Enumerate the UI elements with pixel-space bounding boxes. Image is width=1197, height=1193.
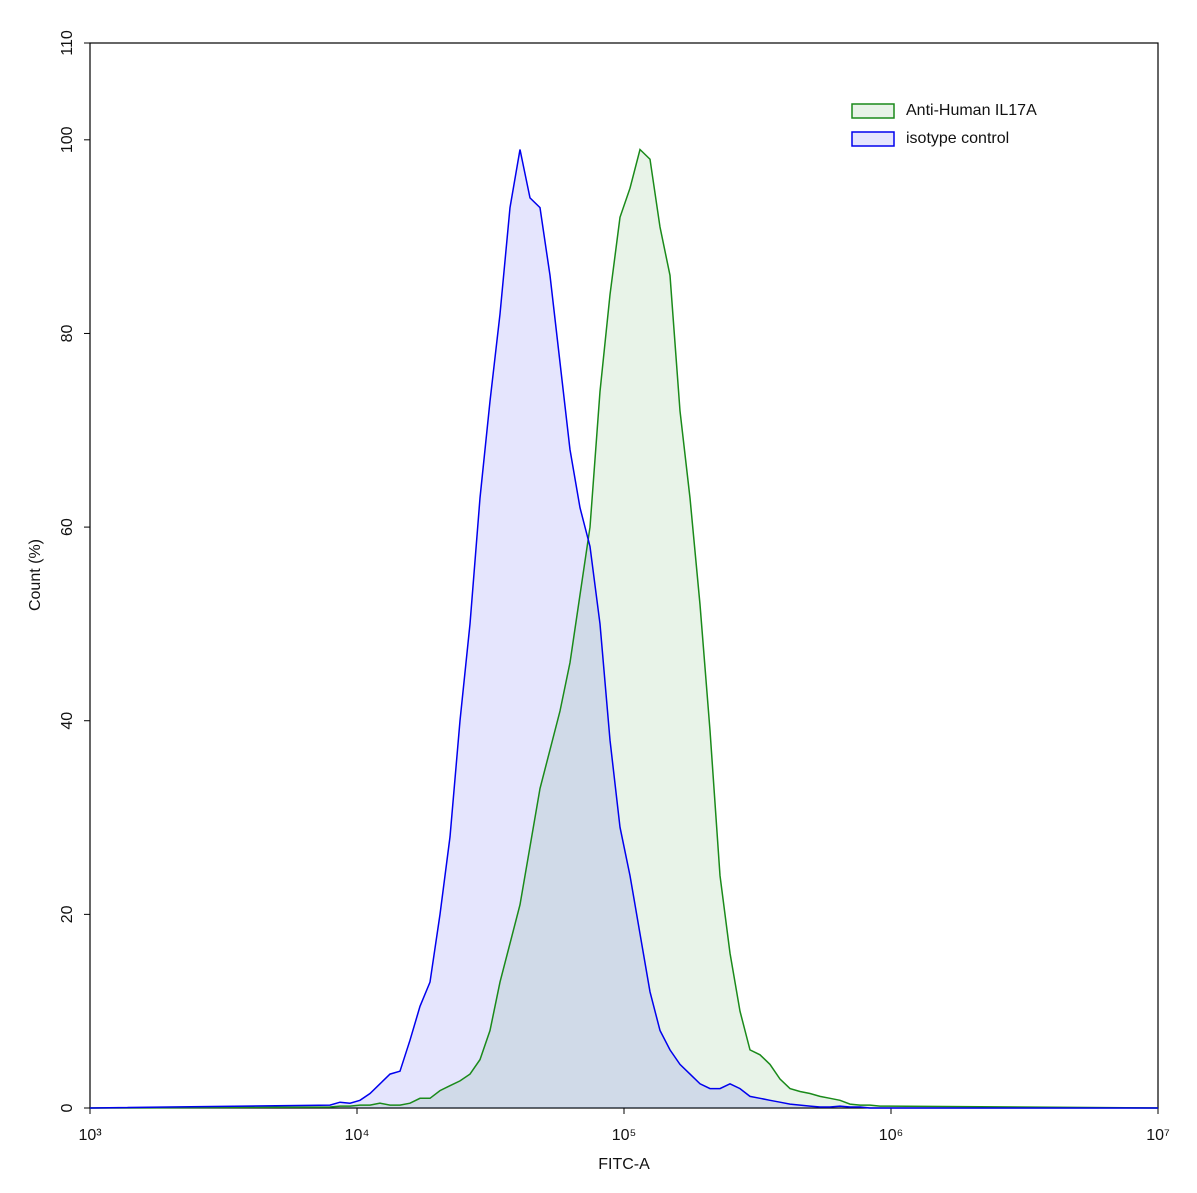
legend: Anti-Human IL17A isotype control	[851, 102, 1037, 147]
histogram-line	[89, 149, 1158, 1109]
histogram-line	[89, 148, 1159, 1109]
y-tick-label: 60	[59, 518, 76, 536]
x-tick-label: 10⁴	[345, 1127, 370, 1144]
y-tick-label: 80	[59, 324, 76, 342]
x-axis-label: FITC-A	[598, 1156, 650, 1173]
x-tick-label: 10³	[78, 1127, 102, 1144]
y-tick-label: 20	[59, 905, 76, 923]
y-axis-label: Count (%)	[27, 539, 44, 611]
x-tick-label: 10⁷	[1146, 1127, 1170, 1144]
y-tick-label: 110	[59, 30, 76, 56]
x-tick-label: 10⁵	[612, 1127, 636, 1144]
legend-label: Anti-Human IL17A	[906, 102, 1037, 119]
area-fill	[90, 149, 1158, 1108]
legend-label: isotype control	[906, 130, 1009, 147]
y-tick-label: 100	[59, 126, 76, 153]
x-tick-label: 10⁶	[879, 1127, 903, 1144]
area-fill	[90, 149, 1158, 1108]
y-tick-label: 40	[59, 712, 76, 730]
legend-swatch	[851, 131, 895, 147]
y-tick-label: 0	[59, 1103, 76, 1112]
legend-swatch	[851, 103, 895, 119]
